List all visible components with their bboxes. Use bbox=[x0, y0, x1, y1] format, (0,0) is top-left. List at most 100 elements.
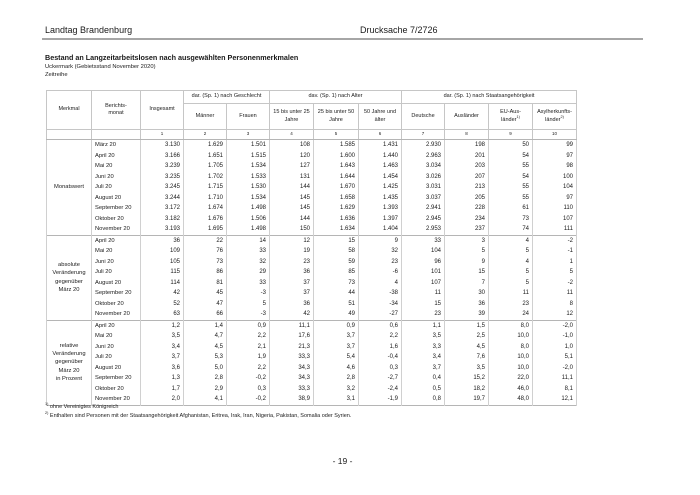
column-header-maenner: Männer bbox=[183, 103, 227, 130]
column-header-label: EU-Aus- länder bbox=[500, 109, 521, 123]
value-cell: 1.440 bbox=[357, 150, 403, 161]
value-cell: 33 bbox=[401, 234, 446, 246]
value-cell: 18,2 bbox=[444, 383, 490, 394]
column-number: 8 bbox=[444, 129, 490, 140]
value-cell: 1 bbox=[532, 256, 578, 267]
value-cell: 17,6 bbox=[269, 331, 314, 342]
value-cell: -2,4 bbox=[357, 383, 403, 394]
value-cell: 205 bbox=[444, 192, 490, 203]
value-cell: 12 bbox=[532, 309, 578, 320]
footnote-marker: 2) bbox=[45, 411, 49, 416]
value-cell: 5 bbox=[444, 246, 490, 257]
report-month-cell: September 20 bbox=[91, 203, 141, 214]
report-month-cell: Oktober 20 bbox=[91, 213, 141, 224]
value-cell: -1,0 bbox=[532, 331, 578, 342]
value-cell: 3,7 bbox=[140, 352, 184, 363]
value-cell: 108 bbox=[269, 139, 314, 151]
row-group-label: Monatswert bbox=[46, 139, 92, 235]
row-group-label: absolute Veränderung gegenüber März 20 bbox=[46, 234, 92, 320]
value-cell: 7,6 bbox=[444, 352, 490, 363]
column-header-merkmal: Merkmal bbox=[46, 90, 92, 130]
value-cell: 8,0 bbox=[488, 341, 534, 352]
value-cell: 3.130 bbox=[140, 139, 184, 151]
value-cell: 1.397 bbox=[357, 213, 403, 224]
value-cell: 2,2 bbox=[357, 331, 403, 342]
value-cell: 19,7 bbox=[444, 394, 490, 405]
value-cell: 1.674 bbox=[183, 203, 227, 214]
value-cell: 1,4 bbox=[183, 319, 227, 331]
value-cell: 5 bbox=[488, 277, 534, 288]
value-cell: 1.498 bbox=[226, 224, 270, 235]
report-month-cell: Mai 20 bbox=[91, 161, 141, 172]
empty-cell bbox=[91, 129, 141, 140]
value-cell: 4 bbox=[488, 234, 534, 246]
table-row: Juli 20 3.245 1.715 1.530 144 1.670 1.425 3.031… bbox=[47, 182, 578, 193]
value-cell: 237 bbox=[444, 224, 490, 235]
value-cell: 1,7 bbox=[140, 383, 184, 394]
value-cell: 0,8 bbox=[401, 394, 446, 405]
value-cell: 32 bbox=[226, 256, 270, 267]
value-cell: 1.534 bbox=[226, 192, 270, 203]
value-cell: 0,3 bbox=[357, 362, 403, 373]
value-cell: 1,2 bbox=[140, 319, 184, 331]
value-cell: 2,1 bbox=[226, 341, 270, 352]
table-row: Oktober 20 3.182 1.676 1.506 144 1.636 1.397 2.… bbox=[47, 213, 578, 224]
report-month-cell: April 20 bbox=[91, 150, 141, 161]
value-cell: 1,9 bbox=[226, 352, 270, 363]
report-month-cell: Oktober 20 bbox=[91, 298, 141, 309]
value-cell: 55 bbox=[488, 192, 534, 203]
value-cell: 3,7 bbox=[313, 341, 359, 352]
column-header-deutsche: Deutsche bbox=[401, 103, 446, 130]
value-cell: 11,1 bbox=[269, 319, 314, 331]
value-cell: -0,2 bbox=[226, 394, 270, 405]
report-month-cell: August 20 bbox=[91, 277, 141, 288]
value-cell: 5 bbox=[488, 246, 534, 257]
value-cell: 3.182 bbox=[140, 213, 184, 224]
value-cell: 22 bbox=[183, 234, 227, 246]
value-cell: 1.435 bbox=[357, 192, 403, 203]
value-cell: 1.676 bbox=[183, 213, 227, 224]
value-cell: 30 bbox=[444, 288, 490, 299]
value-cell: 5,4 bbox=[313, 352, 359, 363]
value-cell: 1.702 bbox=[183, 171, 227, 182]
value-cell: -2,0 bbox=[532, 319, 578, 331]
report-month-cell: November 20 bbox=[91, 224, 141, 235]
value-cell: 1.695 bbox=[183, 224, 227, 235]
value-cell: 1,1 bbox=[401, 319, 446, 331]
column-number: 1 bbox=[140, 129, 184, 140]
value-cell: 144 bbox=[269, 213, 314, 224]
value-cell: 33,3 bbox=[269, 383, 314, 394]
value-cell: 3,3 bbox=[401, 341, 446, 352]
value-cell: -0,4 bbox=[357, 352, 403, 363]
column-header-auslaender: Ausländer bbox=[444, 103, 490, 130]
value-cell: 3.026 bbox=[401, 171, 446, 182]
table-row: September 20 3.172 1.674 1.498 145 1.629 1.393… bbox=[47, 203, 578, 214]
value-cell: 2,0 bbox=[140, 394, 184, 405]
value-cell: 1.651 bbox=[183, 150, 227, 161]
value-cell: 21,3 bbox=[269, 341, 314, 352]
value-cell: 3.166 bbox=[140, 150, 184, 161]
value-cell: 37 bbox=[269, 277, 314, 288]
header-rule-divider bbox=[42, 38, 643, 40]
value-cell: 3.244 bbox=[140, 192, 184, 203]
value-cell: -1 bbox=[532, 246, 578, 257]
value-cell: 33 bbox=[226, 246, 270, 257]
value-cell: 3.235 bbox=[140, 171, 184, 182]
table-title: Bestand an Langzeitarbeitslosen nach aus… bbox=[45, 53, 299, 62]
page-number: - 19 - bbox=[332, 456, 353, 466]
empty-cell bbox=[46, 129, 92, 140]
table-row: August 20 3.244 1.710 1.534 145 1.658 1.435 3.0… bbox=[47, 192, 578, 203]
value-cell: 51 bbox=[313, 298, 359, 309]
table-row: Mai 20 3.239 1.705 1.534 127 1.643 1.463 3.034 2… bbox=[47, 161, 578, 172]
table-column-number-row: 1 2 3 4 5 6 7 8 9 10 bbox=[46, 129, 578, 140]
value-cell: 8,0 bbox=[488, 319, 534, 331]
report-month-cell: Oktober 20 bbox=[91, 383, 141, 394]
value-cell: 1.454 bbox=[357, 171, 403, 182]
value-cell: 0,5 bbox=[401, 383, 446, 394]
value-cell: 3,4 bbox=[401, 352, 446, 363]
value-cell: 22,0 bbox=[488, 373, 534, 384]
value-cell: -2,0 bbox=[532, 362, 578, 373]
value-cell: 2.963 bbox=[401, 150, 446, 161]
value-cell: 1.393 bbox=[357, 203, 403, 214]
column-number: 3 bbox=[226, 129, 270, 140]
